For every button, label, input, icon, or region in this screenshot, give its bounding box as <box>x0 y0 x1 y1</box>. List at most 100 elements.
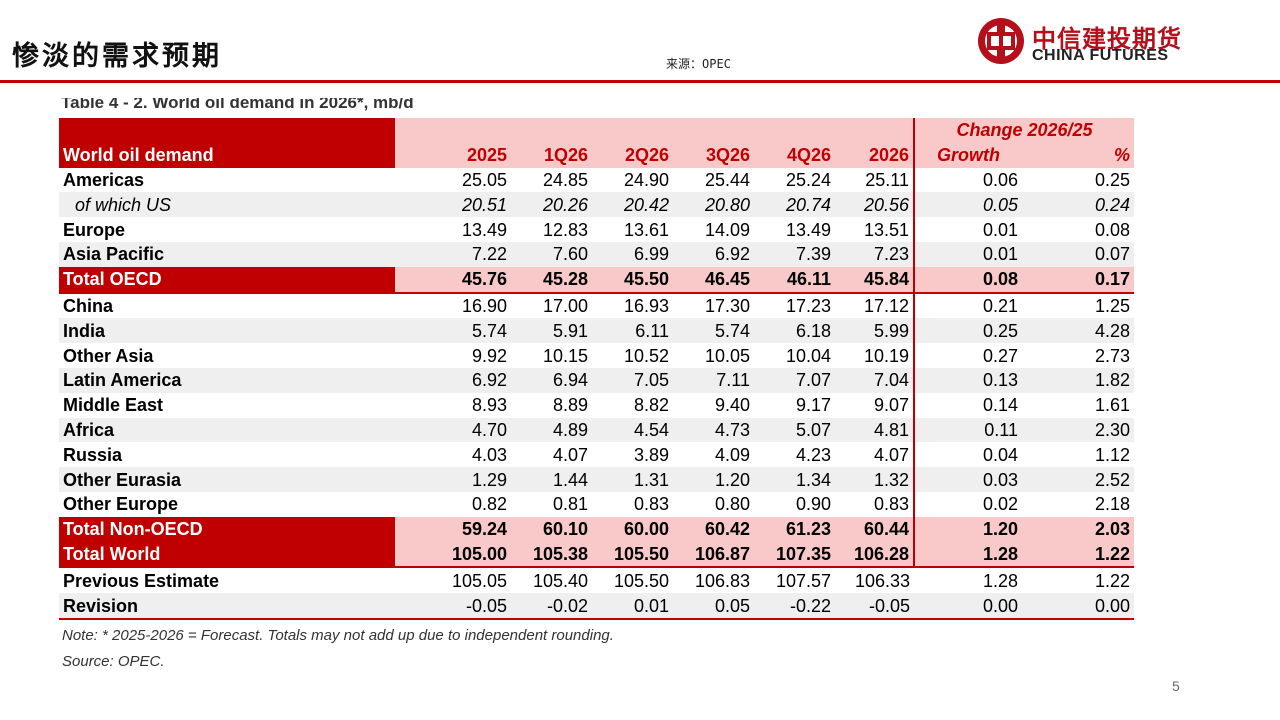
table-cell: 20.42 <box>592 192 673 218</box>
table-row: Other Eurasia 1.29 1.44 1.31 1.20 1.34 1.32 0.0… <box>59 467 1134 492</box>
table-cell: 1.44 <box>511 467 592 492</box>
row-label: Other Asia <box>63 345 154 366</box>
table-cell: 45.28 <box>511 266 592 293</box>
table-row: Total Non-OECD 59.24 60.10 60.00 60.42 61.23 6… <box>59 516 1134 542</box>
table-cell: 8.89 <box>552 395 588 416</box>
table-row: Americas 25.05 24.85 24.90 25.44 25.24 25.11 0.… <box>59 167 1134 193</box>
table-cell: 9.92 <box>471 345 507 366</box>
citic-logo-icon <box>978 18 1024 64</box>
table-cell: 46.45 <box>673 266 754 293</box>
table-cell: 105.40 <box>532 570 588 591</box>
table-row: Middle East 8.93 8.89 8.82 9.40 9.17 9.07 0.14 1… <box>59 392 1134 418</box>
table-cell: 4.73 <box>673 417 754 443</box>
source-label: 来源：OPEC <box>666 57 731 71</box>
table-row: Other Europe 0.82 0.81 0.83 0.80 0.90 0.83 0.02… <box>59 491 1134 517</box>
table-header-row-2: World oil demand 2025 1Q26 2Q26 3Q26 4Q26 2026… <box>59 142 1134 168</box>
table-cell: 1.29 <box>395 467 511 492</box>
table-cell: 1.34 <box>754 467 835 492</box>
table-row: of which US 20.51 20.26 20.42 20.80 20.74 20.5… <box>59 192 1134 218</box>
table-cell: 0.90 <box>795 494 831 515</box>
table-source: Source: OPEC. <box>62 653 165 670</box>
table-note: Note: * 2025-2026 = Forecast. Totals may… <box>62 627 614 644</box>
table-cell: 13.61 <box>623 219 669 240</box>
table-cell: 4.54 <box>592 417 673 443</box>
table-cell: 0.25 <box>914 318 1022 344</box>
table-cell: 5.74 <box>395 318 511 344</box>
row-label: China <box>59 291 395 319</box>
row-label: Africa <box>59 417 395 443</box>
table-cell: 0.13 <box>914 367 1022 393</box>
table-cell: 16.93 <box>592 291 673 319</box>
table-cell: 0.06 <box>982 169 1018 190</box>
table-cell: 0.08 <box>914 266 1022 293</box>
table-cell: 0.25 <box>1094 169 1130 190</box>
table-cell: 45.84 <box>835 266 915 293</box>
table-cell: 60.42 <box>673 516 754 542</box>
table-cell: 0.01 <box>592 593 673 620</box>
table-cell: 0.07 <box>1022 241 1134 267</box>
table-cell: 45.50 <box>592 266 673 293</box>
table-cell: 0.05 <box>673 593 754 620</box>
header-label-blank <box>59 118 395 143</box>
table-cell: 6.11 <box>592 318 673 344</box>
table-cell: 0.83 <box>835 491 915 517</box>
table-cell: 0.80 <box>714 494 750 515</box>
table-cell: 61.23 <box>754 516 835 542</box>
table-cell: 10.19 <box>835 343 915 368</box>
table-cell: 0.08 <box>1094 219 1130 240</box>
table-cell: 60.44 <box>835 516 915 542</box>
table-cell: 5.07 <box>754 417 835 443</box>
table-cell: 0.01 <box>982 219 1018 240</box>
table-cell: 0.00 <box>1022 593 1134 620</box>
table-cell: 105.38 <box>511 541 592 569</box>
table-cell: 17.30 <box>673 291 754 319</box>
table-cell: 8.82 <box>633 395 669 416</box>
table-cell: 20.74 <box>754 192 835 218</box>
table-cell: 6.18 <box>754 318 835 344</box>
table-row: Total OECD 45.76 45.28 45.50 46.45 46.11 45.84… <box>59 266 1134 293</box>
table-cell: 4.07 <box>835 442 915 468</box>
table-caption-cropped: Table 4 - 2. World oil demand in 2026*, … <box>61 98 661 114</box>
column-header: 4Q26 <box>754 142 835 168</box>
row-label: Asia Pacific <box>59 241 395 267</box>
table-cell: 2.52 <box>1022 467 1134 492</box>
table-cell: 59.24 <box>395 516 511 542</box>
table-row: Asia Pacific 7.22 7.60 6.99 6.92 7.39 7.23 0.01… <box>59 241 1134 267</box>
table-cell: 2.30 <box>1022 417 1134 443</box>
table-cell: -0.05 <box>835 593 914 620</box>
table-cell: 1.32 <box>835 467 915 492</box>
table-cell: 105.00 <box>395 541 511 569</box>
table-cell: 4.81 <box>835 417 915 443</box>
table-cell: 60.00 <box>592 516 673 542</box>
table-cell: 4.28 <box>1022 318 1134 344</box>
table-body: Americas 25.05 24.85 24.90 25.44 25.24 25.11 0.… <box>59 167 1134 620</box>
table-cell: 1.22 <box>1094 570 1130 591</box>
column-header: 1Q26 <box>511 142 592 168</box>
table-cell: 1.25 <box>1022 291 1134 319</box>
table-cell: 6.92 <box>395 367 511 393</box>
table-cell: 105.05 <box>451 570 507 591</box>
table-cell: 0.01 <box>914 241 1022 267</box>
table-cell: 10.52 <box>623 345 669 366</box>
table-cell: -0.02 <box>511 593 592 620</box>
table-row: Africa 4.70 4.89 4.54 4.73 5.07 4.81 0.11 2.30 <box>59 417 1134 443</box>
table-cell: 10.05 <box>704 345 750 366</box>
table-cell: 16.90 <box>395 291 511 319</box>
table-cell: 1.28 <box>982 570 1018 591</box>
table-cell: 25.44 <box>704 169 750 190</box>
table-cell: 10.04 <box>785 345 831 366</box>
table-cell: 0.04 <box>982 444 1018 465</box>
table-cell: -0.22 <box>754 593 835 620</box>
table-cell: 5.99 <box>835 318 915 344</box>
table-header-row-1: Change 2026/25 <box>59 118 1134 143</box>
column-header: Growth <box>914 142 1022 168</box>
table-cell: 4.89 <box>511 417 592 443</box>
table-cell: 7.04 <box>835 367 915 393</box>
row-label: India <box>59 318 395 344</box>
company-logo: 中信建投期货 CHINA FUTURES <box>976 16 1196 72</box>
table-row: Latin America 6.92 6.94 7.05 7.11 7.07 7.04 0.1… <box>59 367 1134 393</box>
table-cell: 1.31 <box>592 467 673 492</box>
table-cell: 7.05 <box>592 367 673 393</box>
table-row: Previous Estimate 105.05 105.40 105.50 106.8… <box>59 567 1134 593</box>
header-row-label: World oil demand <box>59 142 395 168</box>
